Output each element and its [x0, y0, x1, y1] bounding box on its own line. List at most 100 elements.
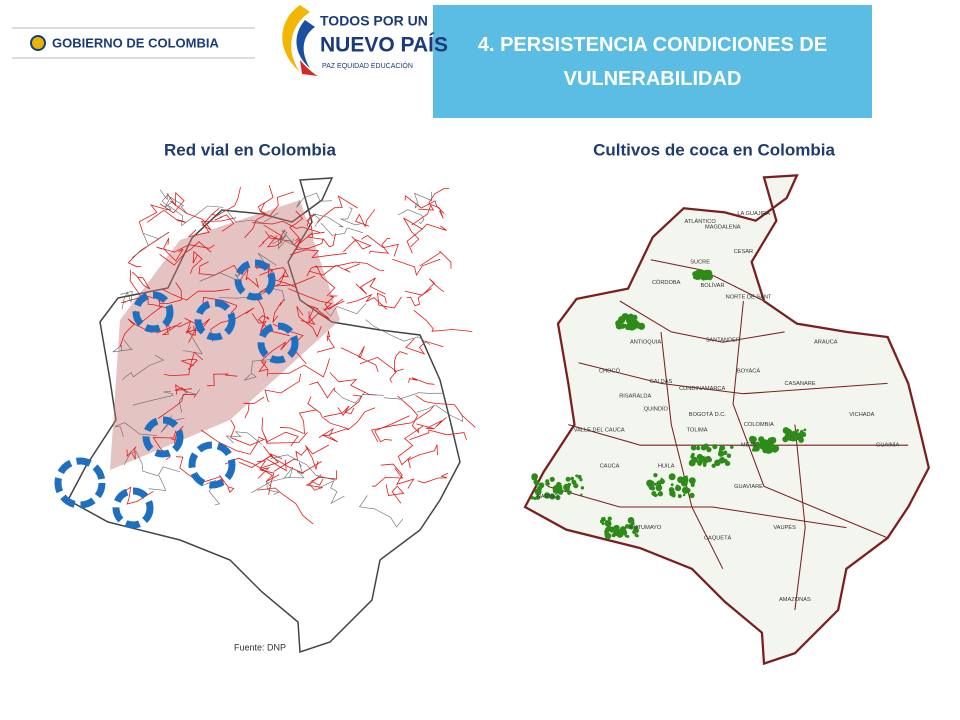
department-label: VICHADA — [849, 412, 874, 418]
road — [120, 290, 133, 310]
department-label: HUILA — [658, 463, 675, 469]
road — [211, 187, 241, 217]
coca-patch — [653, 482, 657, 486]
coca-patch — [704, 458, 709, 464]
road — [414, 191, 433, 209]
road — [273, 447, 309, 472]
road — [257, 314, 270, 329]
road — [132, 390, 174, 406]
coca-patch — [700, 275, 705, 280]
road — [289, 249, 347, 259]
road — [346, 293, 388, 310]
department-label: PUTUMAYO — [630, 525, 662, 531]
department-label: NORTE DE SANT — [726, 294, 772, 300]
road — [404, 278, 445, 296]
road — [308, 307, 330, 324]
department-label: CASANARE — [784, 381, 815, 387]
road — [131, 232, 170, 259]
road — [202, 296, 238, 314]
coca-patch — [619, 528, 625, 534]
coca-patch — [786, 435, 792, 441]
coca-patch — [543, 492, 551, 499]
road — [159, 189, 172, 211]
coca-patch — [683, 487, 688, 492]
road — [148, 466, 180, 491]
coca-patch — [659, 478, 665, 485]
department-label: CESAR — [734, 249, 754, 255]
department-label: BOLÍVAR — [700, 282, 724, 289]
road — [306, 213, 316, 238]
department-label: TOLIMA — [687, 427, 708, 433]
road — [296, 306, 322, 338]
road — [314, 261, 385, 271]
road — [121, 354, 165, 380]
coca-patch — [549, 476, 555, 482]
road — [260, 191, 294, 217]
coca-patch — [601, 516, 606, 522]
road — [416, 404, 464, 422]
road — [159, 191, 185, 214]
department-label: ARAUCA — [814, 340, 838, 346]
department-label: GUAINÍA — [876, 442, 899, 449]
coca-patch — [565, 476, 571, 482]
coca-patch — [534, 488, 542, 496]
road — [164, 196, 188, 215]
road — [372, 468, 404, 487]
coca-patch — [682, 479, 688, 485]
road — [274, 274, 316, 287]
road — [288, 288, 345, 311]
department-label: QUINDÍO — [644, 406, 669, 413]
coca-patch — [563, 483, 571, 491]
logo-text: GOBIERNO DE COLOMBIA — [52, 35, 219, 50]
road — [416, 417, 447, 430]
coca-patch — [534, 480, 540, 486]
coca-patch — [622, 323, 627, 328]
road — [252, 220, 321, 233]
coca-patch — [606, 525, 613, 532]
road — [296, 192, 332, 208]
coca-patch — [531, 473, 539, 481]
road — [132, 271, 151, 290]
coca-patch — [697, 460, 703, 466]
road — [403, 217, 423, 248]
road — [243, 359, 273, 381]
coca-patch — [691, 456, 698, 463]
map-title: Red vial en Colombia — [164, 140, 336, 159]
department-label: SUCRE — [690, 259, 710, 265]
road — [159, 241, 212, 266]
coca-patch — [758, 437, 762, 441]
coca-patch — [568, 490, 572, 494]
department-label: RISARALDA — [619, 393, 651, 399]
road — [279, 409, 317, 435]
road — [169, 200, 213, 231]
road — [257, 299, 266, 333]
road — [263, 224, 283, 248]
coca-patch — [688, 477, 696, 485]
road — [370, 405, 435, 443]
road — [138, 204, 172, 234]
coca-patch — [613, 524, 620, 532]
road — [178, 388, 200, 413]
map-title: Cultivos de coca en Colombia — [593, 140, 835, 159]
coca-patch — [580, 486, 585, 490]
road — [312, 213, 344, 228]
road — [258, 229, 286, 248]
road — [219, 474, 235, 493]
coca-patch — [761, 439, 769, 446]
department-label: LA GUAJIRA — [737, 211, 770, 217]
road — [305, 474, 323, 491]
road — [258, 361, 269, 377]
road — [380, 463, 415, 489]
road — [355, 277, 386, 295]
department-label: MAGDALENA — [705, 224, 741, 230]
road — [377, 292, 402, 309]
road — [174, 384, 193, 395]
road — [250, 466, 304, 494]
coca-patch — [711, 463, 716, 468]
logo-tagline: PAZ EQUIDAD EDUCACIÓN — [322, 61, 413, 70]
road — [413, 309, 473, 332]
road — [296, 462, 305, 479]
road — [323, 405, 350, 418]
road — [225, 431, 263, 446]
